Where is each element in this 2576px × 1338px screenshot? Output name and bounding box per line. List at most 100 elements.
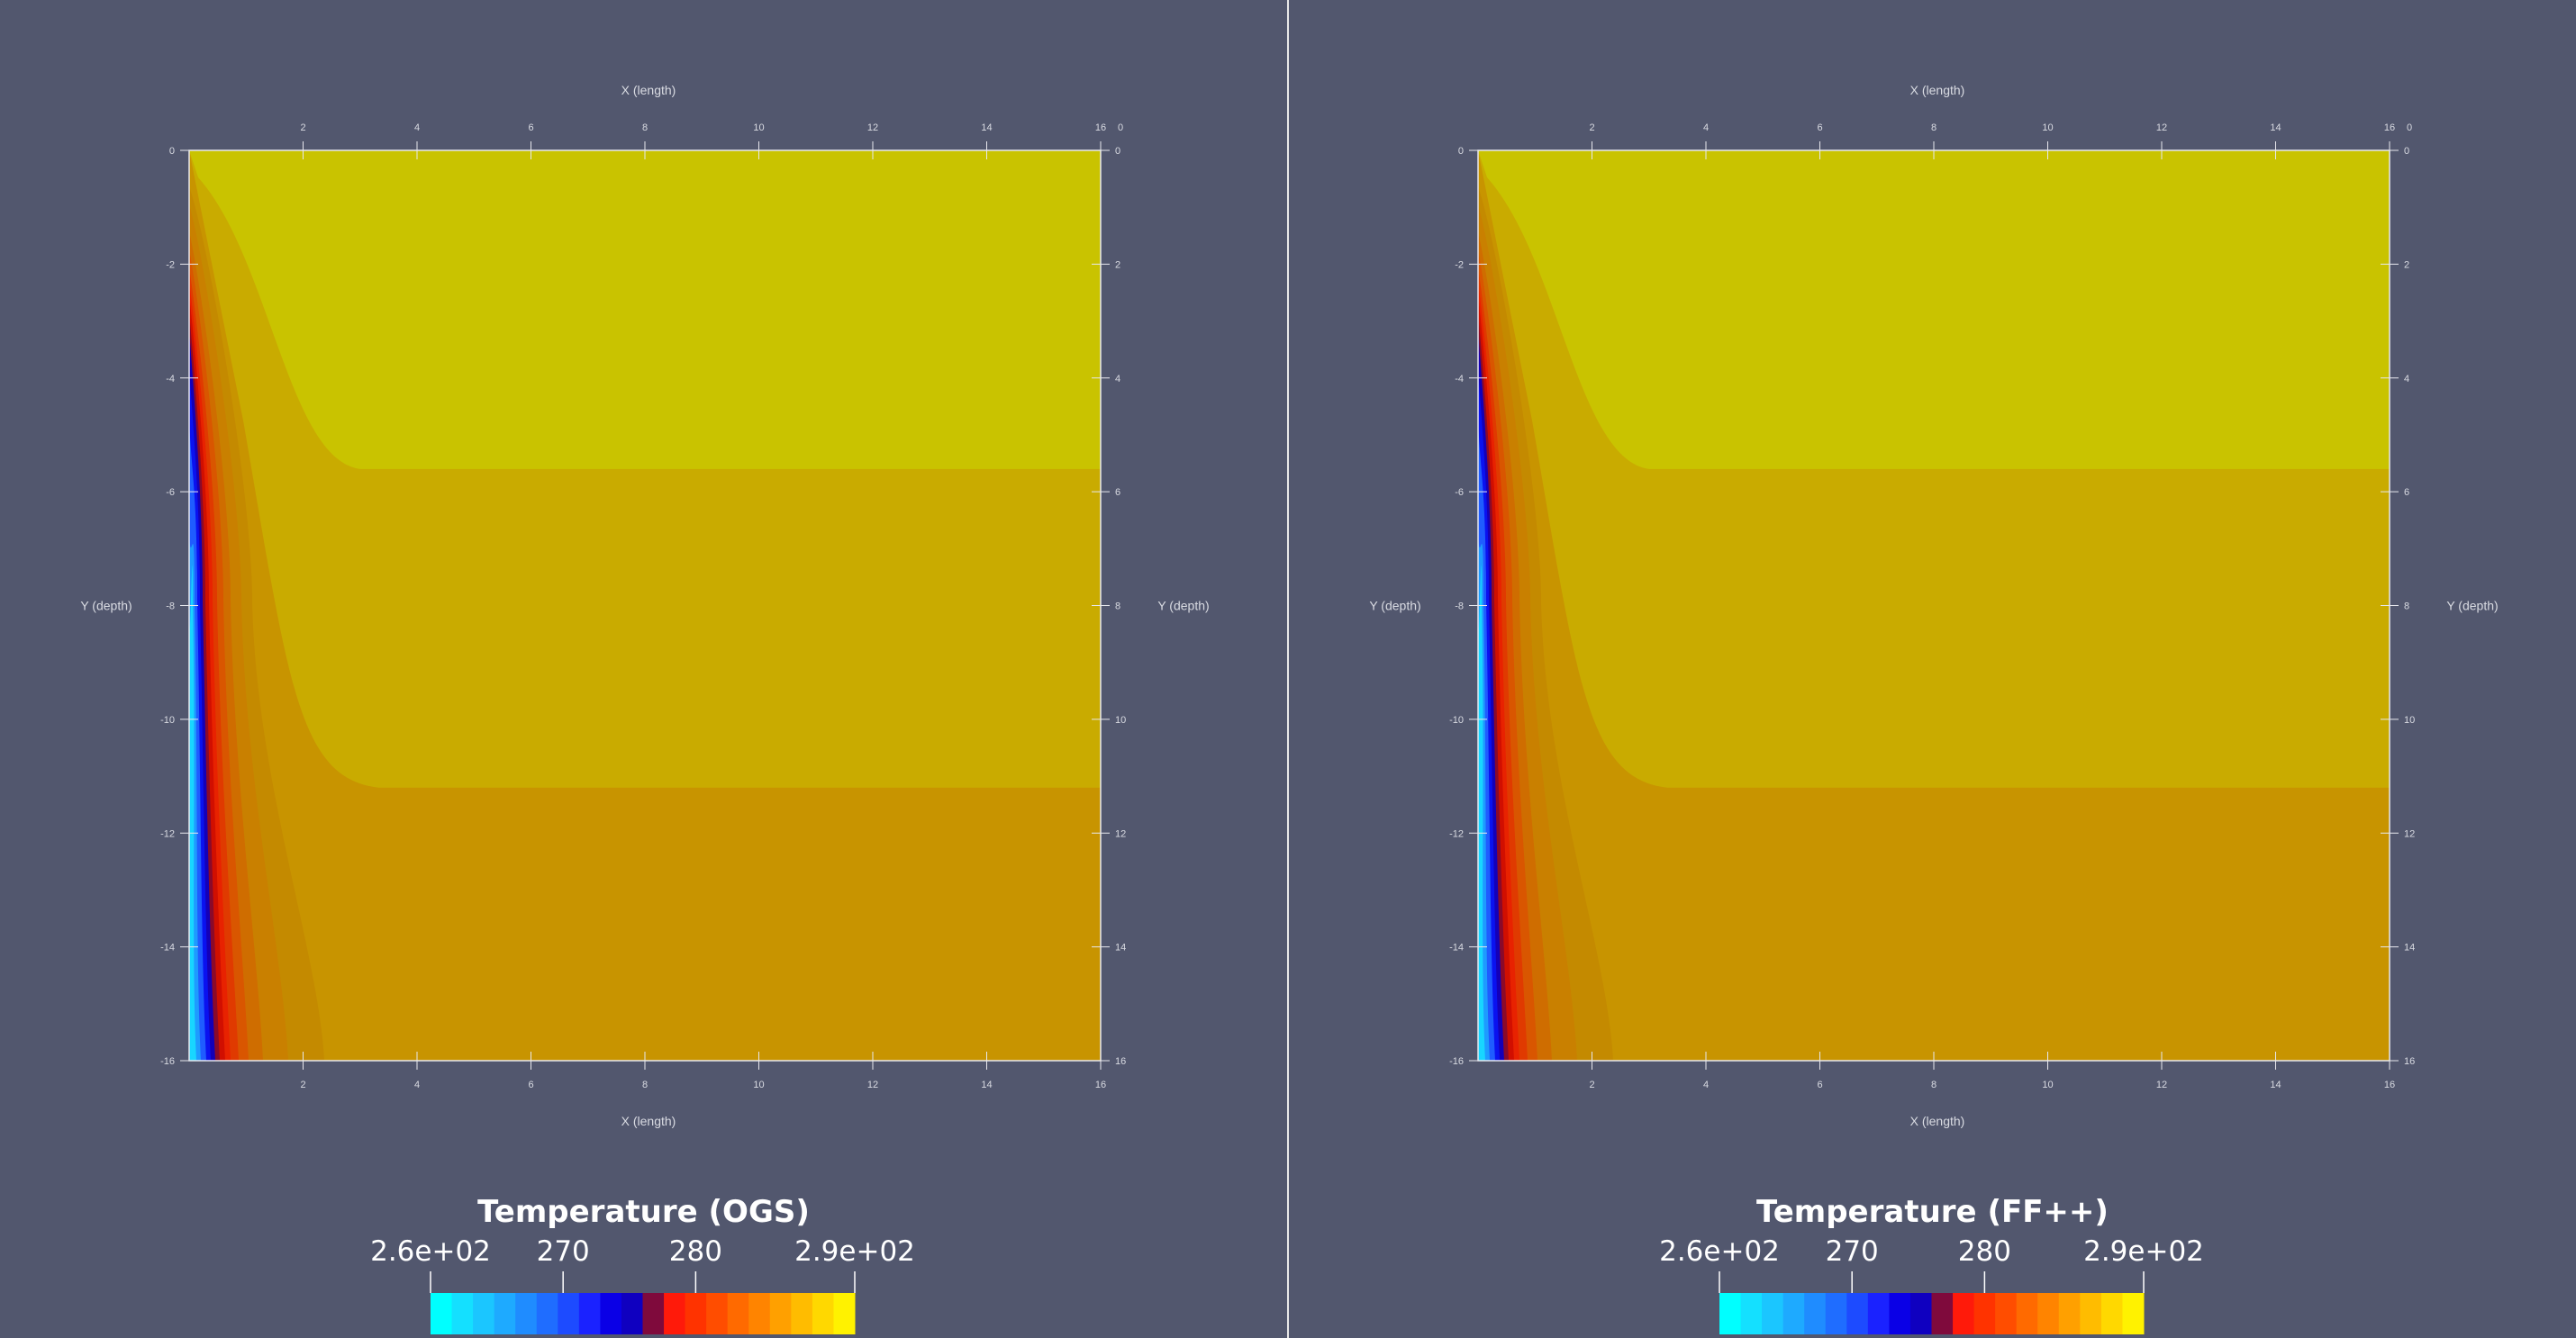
colorbar-swatch bbox=[578, 1293, 601, 1334]
y-tick-label-left: -2 bbox=[1455, 259, 1464, 270]
y-tick-label-right: 8 bbox=[1115, 601, 1120, 612]
colorbar-swatch bbox=[1995, 1293, 2018, 1334]
y-tick-label-right: 10 bbox=[2404, 715, 2415, 726]
y-tick-label-right: 4 bbox=[1115, 374, 1120, 384]
x-tick-label-bottom: 12 bbox=[867, 1080, 878, 1090]
colorbar-swatch bbox=[769, 1293, 792, 1334]
colorbar-swatch bbox=[2100, 1293, 2123, 1334]
plume-contour-band bbox=[1478, 565, 1485, 1061]
x-tick-label-bottom: 14 bbox=[981, 1080, 992, 1090]
y-tick-label-right: 14 bbox=[1115, 943, 1126, 954]
chart-panel-ogs: 2 4 6 8 10 12 14 16 2 4 6 8 10 12 14 16 0 0 -2 -4 -6 -8 -10 -12… bbox=[0, 0, 1287, 1338]
x-tick-label-bottom: 2 bbox=[300, 1080, 305, 1090]
y-tick-label-left: -16 bbox=[160, 1056, 175, 1067]
y-tick-label-left: -16 bbox=[1449, 1056, 1464, 1067]
x-tick-label-bottom: 14 bbox=[2270, 1080, 2281, 1090]
colorbar-swatch bbox=[2016, 1293, 2038, 1334]
x-tick-label-bottom: 2 bbox=[1589, 1080, 1594, 1090]
x-tick-label-top: 14 bbox=[2270, 122, 2281, 133]
colorbar-swatch bbox=[1973, 1293, 1996, 1334]
y-tick-label-right: 16 bbox=[1115, 1056, 1126, 1067]
y-tick-label-left: -12 bbox=[160, 828, 175, 839]
field-band-top bbox=[1478, 150, 2390, 469]
colorbar-swatch bbox=[1846, 1293, 1869, 1334]
x-tick-label-bottom: 4 bbox=[414, 1080, 420, 1090]
colorbar-swatch bbox=[2037, 1293, 2060, 1334]
colorbar-swatch bbox=[473, 1293, 495, 1334]
colorbar-title: Temperature (OGS) bbox=[477, 1194, 810, 1230]
y-tick-label-right: 0 bbox=[1115, 146, 1120, 157]
colorbar-swatch bbox=[2080, 1293, 2102, 1334]
y-tick-label-right: 2 bbox=[2404, 259, 2409, 270]
colorbar-swatch bbox=[727, 1293, 749, 1334]
colorbar-title: Temperature (FF++) bbox=[1756, 1194, 2109, 1230]
contour-plot-ffpp: 2 4 6 8 10 12 14 16 2 4 6 8 10 12 14 16 0 0 -2 -4 -6 -8 -10 -12… bbox=[1369, 83, 2499, 1334]
x-tick-label-top: 12 bbox=[867, 122, 878, 133]
x-tick-label-top: 16 bbox=[1095, 122, 1106, 133]
chart-panel-ffpp: 2 4 6 8 10 12 14 16 2 4 6 8 10 12 14 16 0 0 -2 -4 -6 -8 -10 -12… bbox=[1289, 0, 2576, 1338]
x-tick-label-bottom: 16 bbox=[2384, 1080, 2395, 1090]
x-tick-label-bottom: 4 bbox=[1703, 1080, 1709, 1090]
y-tick-label-right: 12 bbox=[2404, 828, 2415, 839]
y-tick-label-left: -12 bbox=[1449, 828, 1464, 839]
colorbar-swatch bbox=[1804, 1293, 1827, 1334]
colorbar-swatch bbox=[748, 1293, 771, 1334]
x-axis-label-bottom: X (length) bbox=[621, 1114, 676, 1128]
y-tick-label-left: -6 bbox=[1455, 487, 1464, 498]
colorbar-tick-label: 280 bbox=[1957, 1235, 2011, 1268]
x-axis-label-bottom: X (length) bbox=[1910, 1114, 1965, 1128]
y-axis-label-right: Y (depth) bbox=[1157, 599, 1209, 613]
colorbar-swatch bbox=[1719, 1293, 1742, 1334]
x-tick-label-bottom: 6 bbox=[528, 1080, 533, 1090]
colorbar-swatch bbox=[642, 1293, 665, 1334]
colorbar-swatch bbox=[451, 1293, 474, 1334]
x-axis-label-top: X (length) bbox=[1910, 83, 1965, 97]
y-tick-label-left: -10 bbox=[1449, 715, 1464, 726]
colorbar-swatch bbox=[431, 1293, 453, 1334]
y-tick-label-right: 16 bbox=[2404, 1056, 2415, 1067]
y-tick-label-right: 6 bbox=[2404, 487, 2409, 498]
y-axis-label-right: Y (depth) bbox=[2446, 599, 2498, 613]
x-tick-label-top: 0 bbox=[2407, 122, 2412, 133]
colorbar-tick-label: 270 bbox=[536, 1235, 590, 1268]
colorbar-tick-label: 270 bbox=[1825, 1235, 1879, 1268]
colorbar-swatch bbox=[1762, 1293, 1784, 1334]
colorbar-swatch bbox=[791, 1293, 813, 1334]
y-tick-label-left: -14 bbox=[160, 943, 175, 954]
x-tick-label-top: 2 bbox=[1589, 122, 1594, 133]
colorbar-swatch bbox=[1931, 1293, 1954, 1334]
x-tick-label-top: 6 bbox=[528, 122, 533, 133]
x-tick-label-top: 10 bbox=[2042, 122, 2053, 133]
colorbar-swatch bbox=[2122, 1293, 2145, 1334]
colorbar-swatch bbox=[1953, 1293, 1975, 1334]
x-tick-label-top: 8 bbox=[1931, 122, 1937, 133]
y-tick-label-left: -4 bbox=[1455, 374, 1464, 384]
y-tick-label-left: -8 bbox=[166, 601, 175, 612]
y-tick-label-left: -8 bbox=[1455, 601, 1464, 612]
field-band-top bbox=[189, 150, 1101, 469]
y-tick-label-right: 12 bbox=[1115, 828, 1126, 839]
y-tick-label-left: -14 bbox=[1449, 943, 1464, 954]
x-tick-label-top: 6 bbox=[1817, 122, 1822, 133]
colorbar-tick-label: 280 bbox=[668, 1235, 722, 1268]
x-tick-label-bottom: 12 bbox=[2156, 1080, 2167, 1090]
colorbar-swatch bbox=[685, 1293, 707, 1334]
colorbar-swatch bbox=[2058, 1293, 2081, 1334]
contour-plot-ogs: 2 4 6 8 10 12 14 16 2 4 6 8 10 12 14 16 0 0 -2 -4 -6 -8 -10 -12… bbox=[80, 83, 1210, 1334]
colorbar-swatch bbox=[812, 1293, 834, 1334]
colorbar-swatch bbox=[833, 1293, 856, 1334]
y-tick-label-left: 0 bbox=[169, 146, 175, 157]
y-tick-label-left: -4 bbox=[166, 374, 175, 384]
x-tick-label-bottom: 8 bbox=[642, 1080, 648, 1090]
colorbar-swatch bbox=[1740, 1293, 1763, 1334]
x-tick-label-top: 14 bbox=[981, 122, 992, 133]
colorbar-swatch bbox=[515, 1293, 538, 1334]
colorbar-swatch bbox=[621, 1293, 643, 1334]
colorbar-tick-label: 2.9e+02 bbox=[2083, 1235, 2204, 1268]
x-tick-label-top: 16 bbox=[2384, 122, 2395, 133]
colorbar-swatch bbox=[664, 1293, 686, 1334]
x-tick-label-top: 10 bbox=[753, 122, 764, 133]
y-tick-label-right: 10 bbox=[1115, 715, 1126, 726]
y-tick-label-right: 8 bbox=[2404, 601, 2409, 612]
colorbar-swatch bbox=[600, 1293, 622, 1334]
